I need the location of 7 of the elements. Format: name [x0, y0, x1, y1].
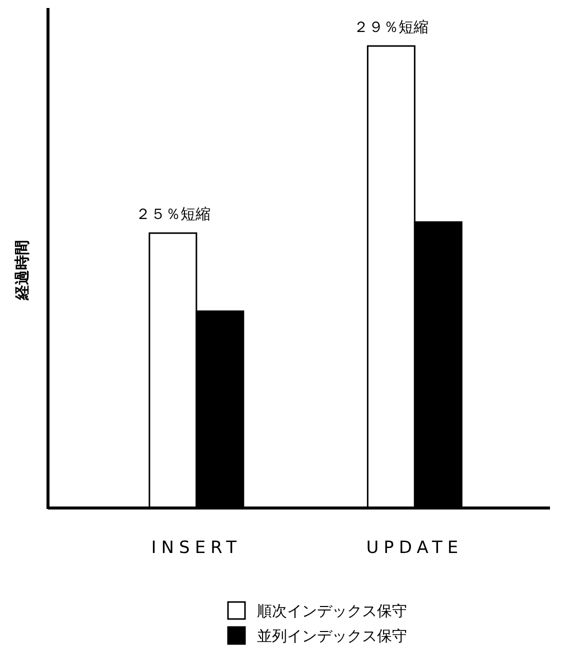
annotation: ２５％短縮 — [135, 205, 210, 224]
legend-label: 並列インデックス保守 — [257, 627, 407, 645]
x-tick-label: INSERT — [151, 538, 242, 558]
annotation: ２９％短縮 — [354, 18, 429, 36]
y-axis-title: 経過時間 — [13, 240, 31, 301]
legend-label: 順次インデックス保守 — [257, 602, 407, 620]
x-tick-label: UPDATE — [366, 538, 464, 558]
